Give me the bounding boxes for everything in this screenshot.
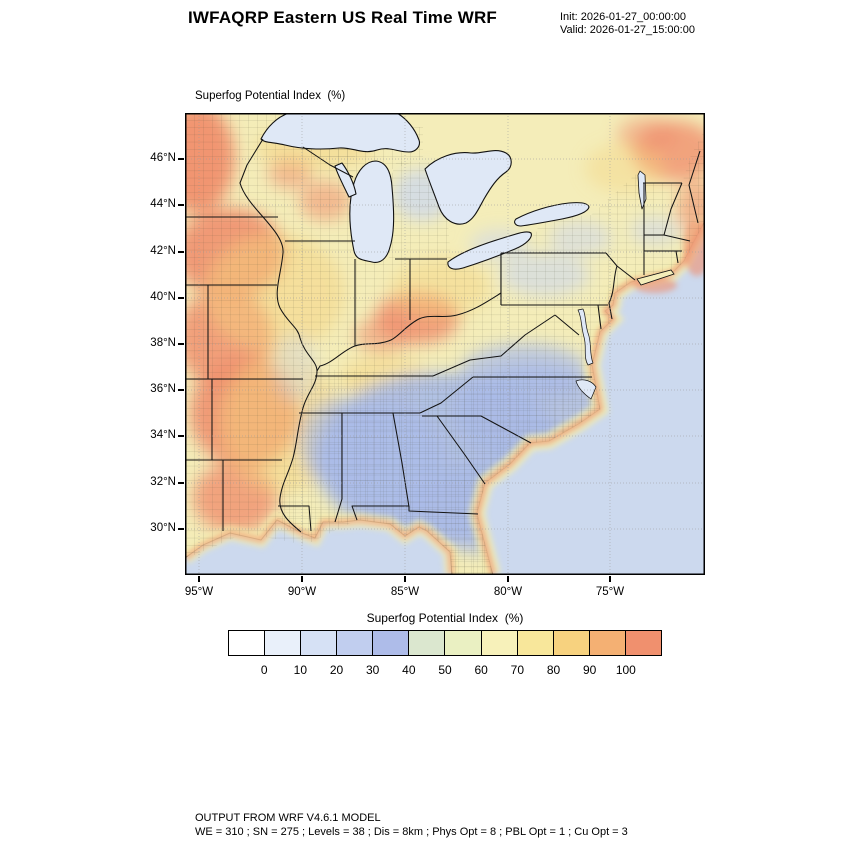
lon-tick [301, 576, 303, 582]
state-borders [185, 138, 701, 533]
footer-model-line: OUTPUT FROM WRF V4.6.1 MODEL [195, 812, 381, 824]
colorbar-tick: 90 [582, 663, 597, 677]
lat-label: 46°N [150, 152, 176, 164]
colorbar-tick: 70 [510, 663, 525, 677]
lake-erie [447, 231, 532, 270]
lon-label: 90°W [287, 586, 317, 598]
colorbar [228, 630, 662, 656]
colorbar-title: Superfog Potential Index (%) [366, 611, 524, 625]
lat-label: 30°N [150, 522, 176, 534]
lon-tick [404, 576, 406, 582]
colorbar-tick: 10 [293, 663, 308, 677]
lon-label: 85°W [390, 586, 420, 598]
lon-label: 95°W [184, 586, 214, 598]
lat-label: 42°N [150, 245, 176, 257]
footer-config-line: WE = 310 ; SN = 275 ; Levels = 38 ; Dis … [195, 826, 628, 838]
lat-label: 36°N [150, 383, 176, 395]
lake-michigan [349, 160, 395, 263]
colorbar-cell [481, 631, 518, 655]
lat-tick [178, 158, 184, 160]
colorbar-cell [337, 631, 374, 655]
map-figure [185, 113, 705, 575]
lat-tick [178, 297, 184, 299]
graticule [185, 113, 705, 575]
colorbar-cell [589, 631, 626, 655]
lon-label: 80°W [493, 586, 523, 598]
lake-huron [424, 150, 512, 225]
lat-tick [178, 251, 184, 253]
colorbar-cell [265, 631, 302, 655]
page-title: IWFAQRP Eastern US Real Time WRF [188, 8, 498, 27]
colorbar-tick: 0 [260, 663, 268, 677]
lat-tick [178, 343, 184, 345]
lat-label: 38°N [150, 337, 176, 349]
colorbar-tick: 80 [546, 663, 561, 677]
great-lakes [260, 113, 647, 400]
map-frame [185, 113, 705, 575]
colorbar-tick: 100 [615, 663, 636, 677]
lat-label: 34°N [150, 429, 176, 441]
colorbar-tick: 60 [474, 663, 488, 677]
colorbar-tick-labels: 0 10 20 30 40 50 60 70 80 90 100 [228, 663, 662, 679]
colorbar-tick: 20 [329, 663, 344, 677]
lat-tick [178, 389, 184, 391]
lon-tick [609, 576, 611, 582]
colorbar-cell [445, 631, 482, 655]
init-time: Init: 2026-01-27_00:00:00 [560, 11, 686, 23]
colorbar-cell [373, 631, 410, 655]
lat-label: 44°N [150, 198, 176, 210]
colorbar-cell [517, 631, 554, 655]
lat-tick [178, 435, 184, 437]
lat-tick [178, 482, 184, 484]
colorbar-cell [625, 631, 661, 655]
chesapeake-bay [577, 308, 594, 366]
colorbar-cell [229, 631, 266, 655]
lon-label: 75°W [595, 586, 625, 598]
colorbar-tick: 30 [365, 663, 380, 677]
colorbar-tick: 40 [402, 663, 416, 677]
lat-label: 32°N [150, 476, 176, 488]
lat-label: 40°N [150, 291, 176, 303]
lake-ontario [514, 202, 590, 227]
colorbar-cell [301, 631, 338, 655]
lon-tick [198, 576, 200, 582]
valid-time: Valid: 2026-01-27_15:00:00 [560, 24, 695, 36]
long-island [636, 269, 675, 286]
colorbar-tick: 50 [438, 663, 452, 677]
colorbar-cell [553, 631, 590, 655]
colorbar-cell [409, 631, 446, 655]
field-label: Superfog Potential Index (%) [195, 90, 346, 102]
pamlico-sound [575, 379, 597, 400]
lon-tick [507, 576, 509, 582]
lat-tick [178, 528, 184, 530]
green-bay [334, 162, 357, 198]
lat-tick [178, 204, 184, 206]
